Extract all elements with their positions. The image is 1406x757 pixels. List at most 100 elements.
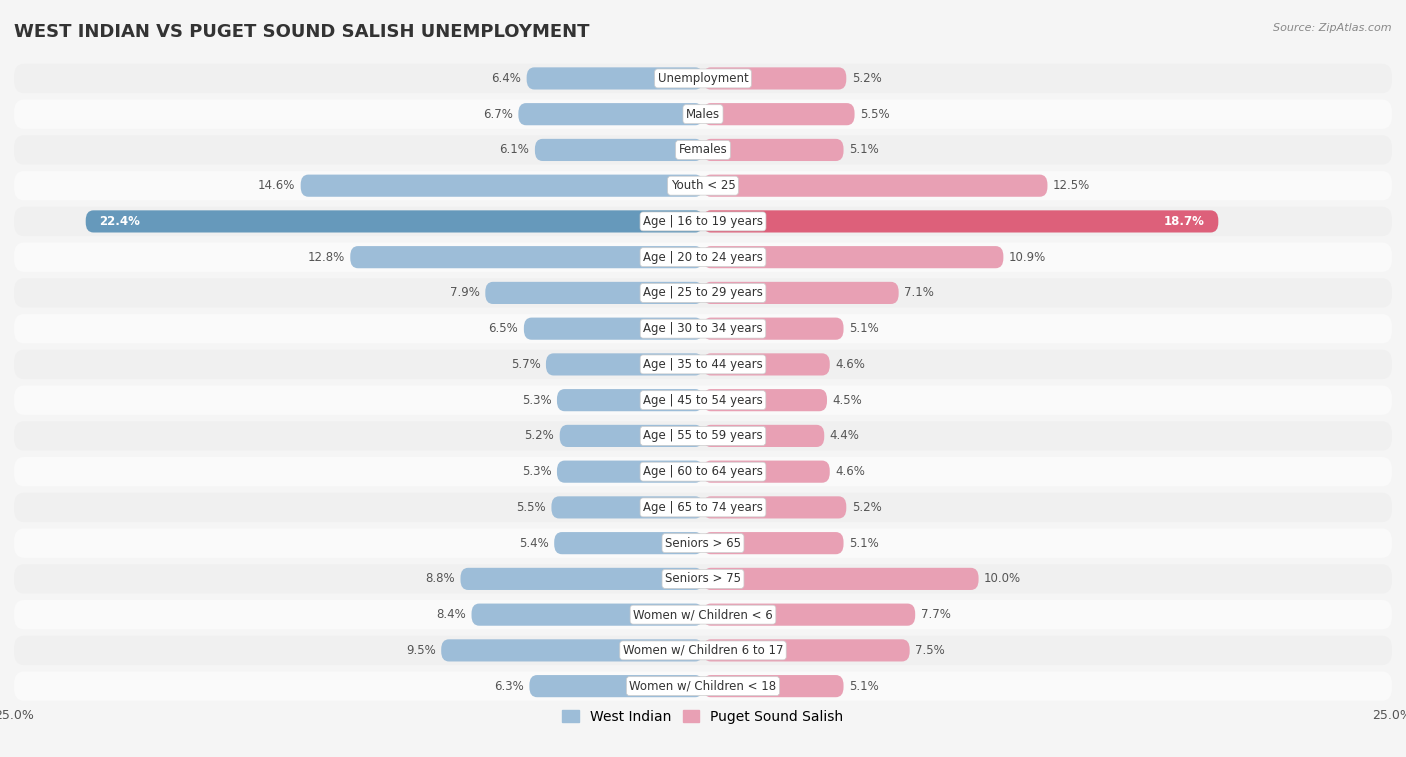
Text: Seniors > 75: Seniors > 75 [665,572,741,585]
FancyBboxPatch shape [703,67,846,89]
FancyBboxPatch shape [485,282,703,304]
FancyBboxPatch shape [14,136,1392,164]
FancyBboxPatch shape [14,671,1392,701]
Text: Age | 30 to 34 years: Age | 30 to 34 years [643,322,763,335]
FancyBboxPatch shape [560,425,703,447]
Text: 22.4%: 22.4% [100,215,141,228]
FancyBboxPatch shape [14,493,1392,522]
FancyBboxPatch shape [524,318,703,340]
Text: 6.7%: 6.7% [484,107,513,120]
FancyBboxPatch shape [703,497,846,519]
Text: Age | 35 to 44 years: Age | 35 to 44 years [643,358,763,371]
FancyBboxPatch shape [14,99,1392,129]
FancyBboxPatch shape [703,210,1219,232]
FancyBboxPatch shape [14,207,1392,236]
FancyBboxPatch shape [14,564,1392,593]
FancyBboxPatch shape [703,640,910,662]
Text: Age | 60 to 64 years: Age | 60 to 64 years [643,465,763,478]
Text: 14.6%: 14.6% [257,179,295,192]
Text: WEST INDIAN VS PUGET SOUND SALISH UNEMPLOYMENT: WEST INDIAN VS PUGET SOUND SALISH UNEMPL… [14,23,589,41]
Text: 4.5%: 4.5% [832,394,862,407]
FancyBboxPatch shape [703,425,824,447]
FancyBboxPatch shape [14,385,1392,415]
Text: 5.2%: 5.2% [852,72,882,85]
FancyBboxPatch shape [703,246,1004,268]
Text: 10.9%: 10.9% [1010,251,1046,263]
Text: Women w/ Children < 6: Women w/ Children < 6 [633,608,773,621]
Text: 5.1%: 5.1% [849,143,879,157]
FancyBboxPatch shape [519,103,703,125]
FancyBboxPatch shape [703,139,844,161]
FancyBboxPatch shape [441,640,703,662]
Text: Age | 20 to 24 years: Age | 20 to 24 years [643,251,763,263]
Text: 5.4%: 5.4% [519,537,548,550]
FancyBboxPatch shape [461,568,703,590]
Text: 7.9%: 7.9% [450,286,479,300]
FancyBboxPatch shape [703,675,844,697]
FancyBboxPatch shape [14,171,1392,201]
Text: 5.5%: 5.5% [516,501,546,514]
FancyBboxPatch shape [14,350,1392,379]
Text: Age | 45 to 54 years: Age | 45 to 54 years [643,394,763,407]
Text: 6.5%: 6.5% [489,322,519,335]
Text: 5.1%: 5.1% [849,322,879,335]
FancyBboxPatch shape [14,242,1392,272]
Text: 10.0%: 10.0% [984,572,1021,585]
Text: 5.1%: 5.1% [849,537,879,550]
Text: Age | 65 to 74 years: Age | 65 to 74 years [643,501,763,514]
Text: Age | 55 to 59 years: Age | 55 to 59 years [643,429,763,442]
Text: 5.1%: 5.1% [849,680,879,693]
Text: 5.3%: 5.3% [522,465,551,478]
Text: Age | 16 to 19 years: Age | 16 to 19 years [643,215,763,228]
FancyBboxPatch shape [14,600,1392,629]
Text: Youth < 25: Youth < 25 [671,179,735,192]
Text: 12.5%: 12.5% [1053,179,1090,192]
Text: 5.5%: 5.5% [860,107,890,120]
Text: 4.6%: 4.6% [835,358,865,371]
FancyBboxPatch shape [14,636,1392,665]
Text: 8.4%: 8.4% [436,608,465,621]
Text: 6.3%: 6.3% [494,680,524,693]
Legend: West Indian, Puget Sound Salish: West Indian, Puget Sound Salish [557,704,849,729]
FancyBboxPatch shape [703,568,979,590]
Text: 4.6%: 4.6% [835,465,865,478]
Text: Age | 25 to 29 years: Age | 25 to 29 years [643,286,763,300]
FancyBboxPatch shape [551,497,703,519]
Text: 4.4%: 4.4% [830,429,859,442]
Text: Women w/ Children < 18: Women w/ Children < 18 [630,680,776,693]
Text: Source: ZipAtlas.com: Source: ZipAtlas.com [1274,23,1392,33]
FancyBboxPatch shape [14,279,1392,307]
Text: 7.1%: 7.1% [904,286,934,300]
FancyBboxPatch shape [703,603,915,626]
FancyBboxPatch shape [527,67,703,89]
Text: 9.5%: 9.5% [406,644,436,657]
FancyBboxPatch shape [554,532,703,554]
FancyBboxPatch shape [14,421,1392,450]
FancyBboxPatch shape [557,389,703,411]
FancyBboxPatch shape [471,603,703,626]
Text: 6.4%: 6.4% [491,72,522,85]
FancyBboxPatch shape [703,389,827,411]
Text: Seniors > 65: Seniors > 65 [665,537,741,550]
Text: Women w/ Children 6 to 17: Women w/ Children 6 to 17 [623,644,783,657]
Text: 5.2%: 5.2% [524,429,554,442]
FancyBboxPatch shape [534,139,703,161]
FancyBboxPatch shape [14,314,1392,344]
Text: 12.8%: 12.8% [308,251,344,263]
FancyBboxPatch shape [546,354,703,375]
FancyBboxPatch shape [703,282,898,304]
Text: 18.7%: 18.7% [1164,215,1205,228]
FancyBboxPatch shape [703,175,1047,197]
Text: 6.1%: 6.1% [499,143,530,157]
FancyBboxPatch shape [14,64,1392,93]
Text: 7.5%: 7.5% [915,644,945,657]
Text: 5.3%: 5.3% [522,394,551,407]
FancyBboxPatch shape [703,354,830,375]
Text: 5.2%: 5.2% [852,501,882,514]
FancyBboxPatch shape [301,175,703,197]
FancyBboxPatch shape [703,318,844,340]
FancyBboxPatch shape [703,532,844,554]
FancyBboxPatch shape [86,210,703,232]
Text: 8.8%: 8.8% [426,572,456,585]
FancyBboxPatch shape [350,246,703,268]
